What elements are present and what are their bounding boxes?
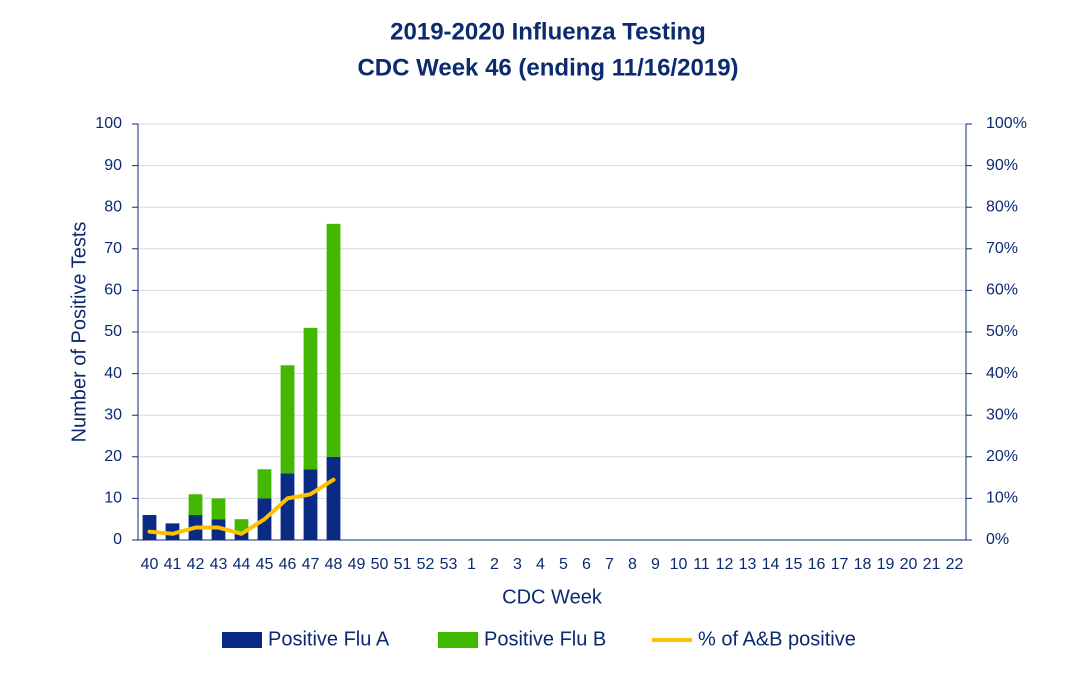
y2-tick-label: 30% <box>986 406 1018 423</box>
x-tick-label: 52 <box>417 556 435 573</box>
x-tick-label: 13 <box>739 556 757 573</box>
x-tick-label: 11 <box>693 556 710 573</box>
x-tick-label: 40 <box>141 556 159 573</box>
x-tick-label: 47 <box>302 556 320 573</box>
x-tick-label: 2 <box>490 556 499 573</box>
x-tick-label: 3 <box>513 556 522 573</box>
y2-tick-label: 70% <box>986 240 1018 257</box>
y-tick-label: 100 <box>95 115 122 132</box>
bar <box>280 473 295 540</box>
bar <box>234 531 249 540</box>
x-tick-label: 6 <box>582 556 591 573</box>
x-tick-label: 53 <box>440 556 458 573</box>
bar <box>211 498 226 520</box>
x-tick-label: 16 <box>808 556 826 573</box>
x-tick-label: 49 <box>348 556 366 573</box>
bar <box>211 519 226 540</box>
x-tick-label: 4 <box>536 556 545 573</box>
bar <box>188 494 203 516</box>
legend-swatch <box>438 632 478 648</box>
x-tick-label: 14 <box>762 556 780 573</box>
bar <box>303 327 318 470</box>
bar <box>165 523 180 540</box>
bar <box>326 223 341 457</box>
y-tick-label: 80 <box>104 198 122 215</box>
y2-tick-label: 0% <box>986 531 1009 548</box>
x-tick-label: 15 <box>785 556 803 573</box>
x-tick-label: 46 <box>279 556 297 573</box>
y2-tick-label: 50% <box>986 323 1018 340</box>
x-tick-label: 17 <box>831 556 849 573</box>
x-tick-label: 5 <box>559 556 568 573</box>
x-tick-label: 43 <box>210 556 228 573</box>
x-tick-label: 50 <box>371 556 389 573</box>
bar <box>280 365 295 474</box>
bar <box>257 469 272 499</box>
legend-swatch <box>222 632 262 648</box>
x-tick-label: 42 <box>187 556 205 573</box>
x-tick-label: 7 <box>605 556 614 573</box>
x-axis-title: CDC Week <box>502 586 603 608</box>
y-tick-label: 70 <box>104 240 122 257</box>
y-tick-label: 90 <box>104 157 122 174</box>
y-axis-title: Number of Positive Tests <box>68 222 90 443</box>
bar <box>326 456 341 540</box>
y-tick-label: 10 <box>104 490 122 507</box>
x-tick-label: 20 <box>900 556 918 573</box>
line <box>147 477 336 536</box>
y2-tick-label: 20% <box>986 448 1018 465</box>
y2-tick-label: 10% <box>986 490 1018 507</box>
x-tick-label: 22 <box>946 556 964 573</box>
y-tick-label: 60 <box>104 282 122 299</box>
y2-tick-label: 40% <box>986 365 1018 382</box>
chart-subtitle: CDC Week 46 (ending 11/16/2019) <box>357 54 738 81</box>
y-tick-label: 0 <box>113 531 122 548</box>
legend-label: Positive Flu B <box>484 628 606 650</box>
y2-tick-label: 80% <box>986 198 1018 215</box>
x-tick-label: 19 <box>877 556 895 573</box>
x-tick-label: 9 <box>651 556 660 573</box>
x-tick-label: 21 <box>923 556 941 573</box>
x-tick-label: 8 <box>628 556 637 573</box>
bar <box>142 515 157 540</box>
y-tick-label: 50 <box>104 323 122 340</box>
x-tick-label: 10 <box>670 556 688 573</box>
bar <box>303 469 318 540</box>
y-tick-label: 40 <box>104 365 122 382</box>
x-tick-label: 48 <box>325 556 343 573</box>
x-tick-label: 51 <box>394 556 412 573</box>
x-tick-label: 1 <box>467 556 476 573</box>
y-tick-label: 20 <box>104 448 122 465</box>
legend-label: % of A&B positive <box>698 628 856 650</box>
x-tick-label: 12 <box>716 556 734 573</box>
bar <box>234 519 249 532</box>
legend-label: Positive Flu A <box>268 628 390 650</box>
y2-tick-label: 60% <box>986 282 1018 299</box>
x-tick-label: 18 <box>854 556 872 573</box>
x-tick-label: 45 <box>256 556 274 573</box>
y2-tick-label: 90% <box>986 157 1018 174</box>
y2-tick-label: 100% <box>986 115 1027 132</box>
x-tick-label: 44 <box>233 556 251 573</box>
x-tick-label: 41 <box>164 556 182 573</box>
y-tick-label: 30 <box>104 406 122 423</box>
chart-title: 2019-2020 Influenza Testing <box>390 18 706 45</box>
